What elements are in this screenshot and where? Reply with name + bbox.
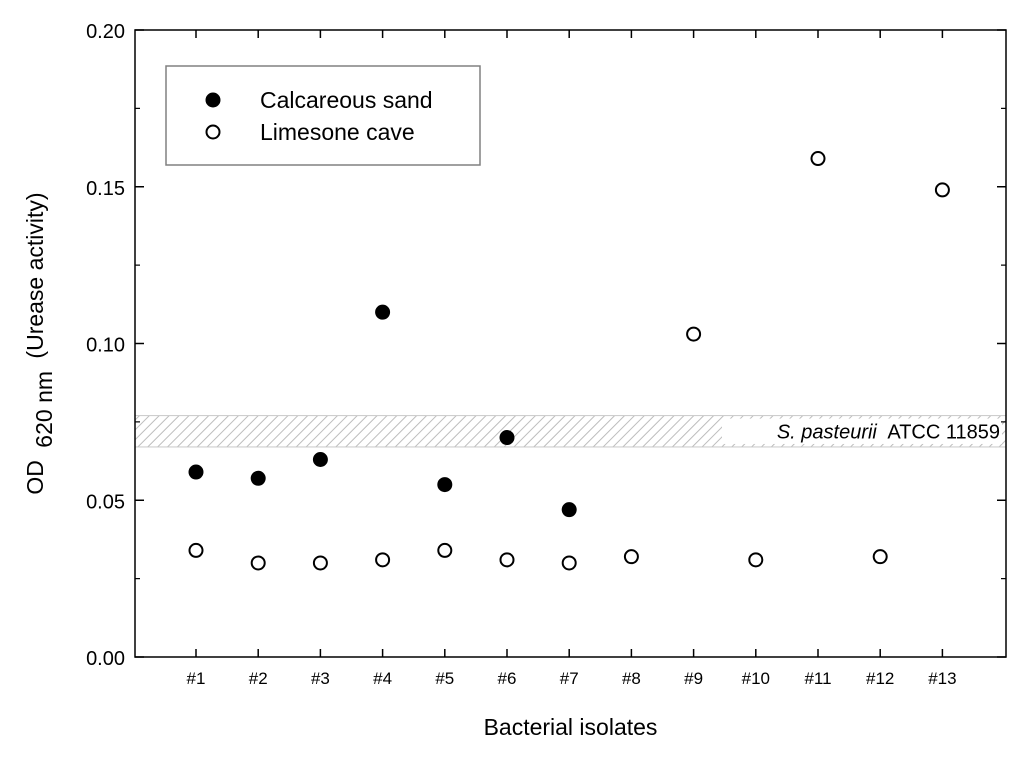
x-axis: #1 #2 #3 #4 #5 #6 #7 #8 #9 #10 #11 #12 #13 <box>187 30 957 688</box>
y-tick-label: 0.05 <box>86 491 125 513</box>
y-axis-title: OD 620 nm (Urease activity) <box>22 192 57 494</box>
data-points <box>188 151 950 571</box>
reference-band-label-species: S. pasteurii <box>777 421 878 443</box>
y-tick-label: 0.20 <box>86 21 125 43</box>
point-limesone-cave <box>872 549 888 565</box>
point-limesone-cave <box>375 552 391 568</box>
point-limesone-cave <box>499 552 515 568</box>
reference-band-label: S. pasteurii ATCC 11859 <box>777 421 1000 443</box>
y-tick-label: 0.00 <box>86 648 125 670</box>
point-calcareous-sand <box>499 430 515 446</box>
legend-marker-calcareous-sand <box>205 92 221 108</box>
legend-label-limesone-cave: Limesone cave <box>260 119 415 145</box>
y-axis: 0.00 0.05 0.10 0.15 0.20 <box>86 21 1006 670</box>
point-calcareous-sand <box>250 470 266 486</box>
point-limesone-cave <box>748 552 764 568</box>
x-tick-label: #8 <box>622 669 641 688</box>
point-limesone-cave <box>188 542 204 558</box>
x-tick-label: #7 <box>560 669 579 688</box>
point-calcareous-sand <box>188 464 204 480</box>
point-calcareous-sand <box>312 451 328 467</box>
point-limesone-cave <box>250 555 266 571</box>
x-tick-label: #5 <box>435 669 454 688</box>
point-limesone-cave <box>437 542 453 558</box>
point-limesone-cave <box>312 555 328 571</box>
y-tick-label: 0.15 <box>86 178 125 200</box>
legend-label-calcareous-sand: Calcareous sand <box>260 87 433 113</box>
x-tick-label: #13 <box>928 669 956 688</box>
x-tick-label: #9 <box>684 669 703 688</box>
x-tick-label: #11 <box>804 669 831 688</box>
point-limesone-cave <box>934 182 950 198</box>
point-limesone-cave <box>810 151 826 167</box>
point-calcareous-sand <box>375 304 391 320</box>
point-limesone-cave <box>623 549 639 565</box>
point-calcareous-sand <box>437 477 453 493</box>
x-axis-title: Bacterial isolates <box>484 714 658 740</box>
y-axis-title-rest: (Urease activity) <box>22 192 48 358</box>
x-tick-label: #2 <box>249 669 268 688</box>
x-tick-label: #1 <box>187 669 206 688</box>
x-tick-label: #4 <box>373 669 392 688</box>
x-tick-label: #6 <box>498 669 517 688</box>
x-tick-label: #3 <box>311 669 330 688</box>
legend-marker-limesone-cave <box>205 124 221 140</box>
point-calcareous-sand <box>561 502 577 518</box>
x-tick-label: #10 <box>742 669 770 688</box>
point-limesone-cave <box>686 326 702 342</box>
legend-box <box>165 65 481 166</box>
legend: Calcareous sand Limesone cave <box>165 65 481 166</box>
y-axis-title-subscript: 620 nm <box>31 371 57 448</box>
reference-band-label-background <box>722 418 1002 444</box>
y-tick-label: 0.10 <box>86 335 125 357</box>
y-axis-title-main: OD <box>22 460 48 495</box>
point-limesone-cave <box>561 555 577 571</box>
reference-band-label-strain: ATCC 11859 <box>887 421 1000 443</box>
x-tick-label: #12 <box>866 669 894 688</box>
